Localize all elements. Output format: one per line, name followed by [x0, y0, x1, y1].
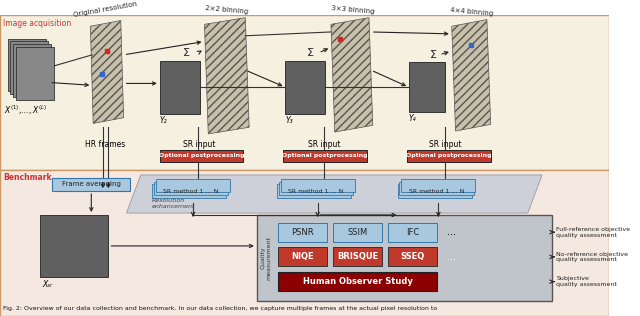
Text: NIQE: NIQE: [291, 252, 314, 261]
Text: Σ: Σ: [307, 48, 314, 58]
Text: Human Observer Study: Human Observer Study: [303, 277, 413, 286]
Bar: [8, 39, 45, 91]
Bar: [0, 170, 609, 316]
Text: $X^{(1)},\!\ldots,X^{(L)}$: $X^{(1)},\!\ldots,X^{(L)}$: [4, 103, 47, 117]
Text: SR method 1 … N: SR method 1 … N: [409, 189, 464, 194]
Bar: [276, 185, 351, 198]
Text: SR input: SR input: [308, 140, 340, 149]
Bar: [397, 185, 472, 198]
Bar: [285, 61, 325, 114]
Text: 3×3 binning: 3×3 binning: [331, 5, 374, 15]
Polygon shape: [452, 20, 491, 131]
Bar: [40, 215, 108, 277]
Text: SR input: SR input: [184, 140, 216, 149]
Text: SSIM: SSIM: [348, 228, 368, 237]
Bar: [278, 222, 327, 242]
Bar: [333, 247, 382, 266]
Text: SR method 1 … N: SR method 1 … N: [288, 189, 344, 194]
Bar: [284, 150, 367, 161]
Text: Quality
measurement: Quality measurement: [261, 236, 271, 280]
Bar: [152, 185, 227, 198]
Text: Full-reference objective
quality assessment: Full-reference objective quality assessm…: [556, 227, 630, 238]
Polygon shape: [90, 21, 124, 124]
Text: HR frames: HR frames: [85, 140, 125, 149]
Bar: [409, 63, 445, 112]
Bar: [388, 222, 438, 242]
Text: Y₂: Y₂: [160, 116, 168, 125]
Text: 4×4 binning: 4×4 binning: [450, 7, 493, 17]
Text: Resolution
enhancement: Resolution enhancement: [152, 198, 196, 209]
Text: IFC: IFC: [406, 228, 419, 237]
Bar: [407, 150, 491, 161]
Bar: [154, 182, 228, 195]
Text: Optional postprocessing: Optional postprocessing: [159, 153, 244, 158]
Text: No-reference objective
quality assessment: No-reference objective quality assessmen…: [556, 252, 628, 262]
Text: Xₛᵣ: Xₛᵣ: [42, 280, 52, 289]
Bar: [278, 272, 438, 291]
Text: Subjective
quality assessment: Subjective quality assessment: [556, 276, 617, 287]
Text: Benchmark: Benchmark: [3, 173, 51, 182]
Text: Frame averaging: Frame averaging: [62, 181, 121, 187]
Bar: [160, 61, 200, 114]
Text: SR input: SR input: [429, 140, 461, 149]
Text: 2×2 binning: 2×2 binning: [205, 5, 248, 15]
Text: SSEQ: SSEQ: [401, 252, 425, 261]
Bar: [278, 182, 353, 195]
Text: SR method 1 … N: SR method 1 … N: [163, 189, 219, 194]
Text: Optional postprocessing: Optional postprocessing: [406, 153, 492, 158]
Polygon shape: [331, 18, 372, 132]
Text: ...: ...: [447, 252, 456, 262]
Text: PSNR: PSNR: [291, 228, 314, 237]
Text: Original resolution: Original resolution: [73, 1, 138, 18]
Bar: [16, 47, 54, 100]
Polygon shape: [127, 175, 542, 213]
Bar: [10, 41, 49, 94]
Text: BRISQUE: BRISQUE: [337, 252, 378, 261]
Bar: [280, 179, 355, 192]
Text: Y₃: Y₃: [285, 116, 293, 125]
Bar: [401, 179, 476, 192]
Bar: [257, 215, 552, 301]
Bar: [399, 182, 474, 195]
Bar: [388, 247, 438, 266]
Bar: [278, 247, 327, 266]
Text: Image acquisition: Image acquisition: [3, 19, 71, 27]
Polygon shape: [204, 18, 249, 134]
Bar: [52, 178, 131, 191]
Text: ...: ...: [447, 227, 456, 237]
Bar: [156, 179, 230, 192]
Bar: [333, 222, 382, 242]
Text: Σ: Σ: [182, 48, 189, 58]
Text: Optional postprocessing: Optional postprocessing: [282, 153, 368, 158]
Text: Σ: Σ: [430, 50, 437, 60]
Bar: [0, 15, 609, 170]
Text: Fig. 2: Overview of our data collection and benchmark. In our data collection, w: Fig. 2: Overview of our data collection …: [3, 306, 437, 311]
Text: Y₄: Y₄: [409, 114, 417, 123]
Bar: [160, 150, 243, 161]
Bar: [13, 44, 51, 97]
